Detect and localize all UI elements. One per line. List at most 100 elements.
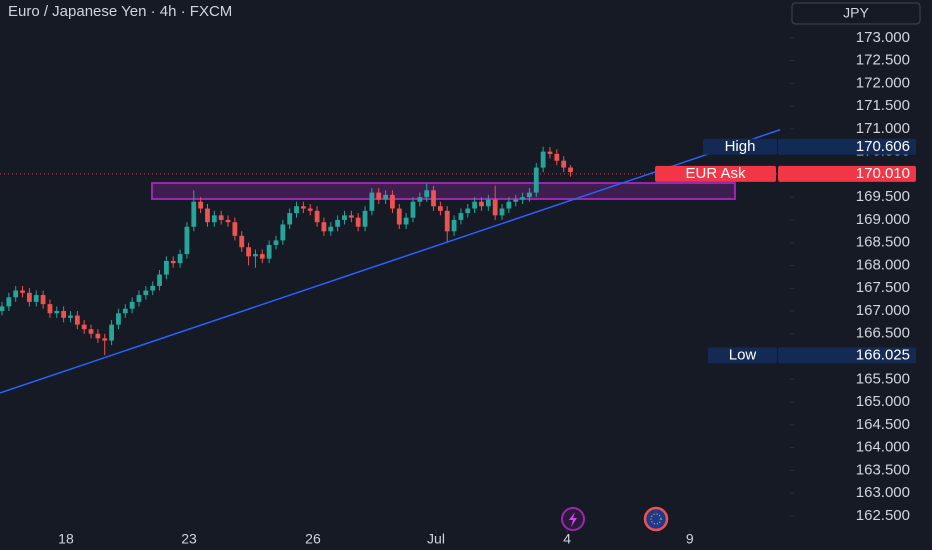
x-tick-label: 18 [58, 531, 74, 547]
candle-body [47, 304, 53, 314]
y-tick-label: 173.000 [856, 29, 910, 46]
y-tick-label: 172.500 [856, 52, 910, 69]
y-tick-label: 168.500 [856, 234, 910, 251]
y-tick-label: 171.000 [856, 120, 910, 137]
x-tick-label: 9 [686, 531, 694, 547]
candle-body [348, 215, 354, 218]
event-icon[interactable] [643, 506, 669, 532]
candle-body [355, 217, 361, 227]
y-tick-label: 167.000 [856, 302, 910, 319]
y-tick-label: 163.500 [856, 461, 910, 478]
tag-label-box [708, 347, 777, 364]
candle-body [116, 313, 121, 325]
candle-body [458, 213, 464, 220]
candle-body [157, 274, 162, 286]
candle-body [150, 285, 156, 291]
candle-body [451, 219, 457, 232]
candle-body [170, 260, 176, 264]
lightning [569, 512, 577, 527]
candle-body [6, 297, 12, 307]
candle-body [163, 260, 169, 275]
candle-body [479, 201, 484, 207]
currency-box[interactable] [791, 2, 921, 25]
candle-body [410, 201, 416, 218]
candle-body [300, 206, 306, 209]
x-tick-label: 23 [181, 531, 197, 547]
candle-body [40, 295, 46, 305]
candle-body [266, 244, 272, 259]
candle-body [239, 235, 245, 248]
y-tick-label: 162.500 [856, 507, 910, 524]
candle-body [136, 295, 142, 302]
candle-body [527, 192, 532, 198]
tag-value: 166.025 [856, 346, 910, 363]
currency[interactable]: JPY [843, 5, 869, 21]
y-tick-label: 163.000 [856, 484, 910, 501]
candle-body [54, 310, 60, 314]
candle-body [218, 215, 224, 220]
resistance-zone [150, 182, 736, 200]
candle-body [81, 324, 87, 330]
y-tick-label: 166.500 [856, 325, 910, 342]
candle-body [328, 226, 334, 232]
tag-value: 170.010 [856, 165, 910, 182]
candle-body [294, 206, 299, 214]
tag-value-box [778, 347, 916, 364]
event-icons [561, 506, 669, 532]
candle-body [376, 192, 382, 200]
candle-body [225, 219, 231, 223]
candle-body [61, 310, 67, 318]
candle-body [431, 190, 436, 207]
flag [650, 513, 662, 525]
candle-body [390, 194, 395, 209]
tag-value-box [778, 165, 916, 182]
y-tick-label: 171.500 [856, 97, 910, 114]
y-tick-label: 172.000 [856, 74, 910, 91]
candle-body [143, 290, 149, 296]
candle-body [554, 153, 560, 161]
tag-label: Low [729, 346, 757, 363]
y-tick-label: 169.000 [856, 211, 910, 228]
y-tick-label: 167.500 [856, 279, 910, 296]
candle-body [184, 226, 190, 255]
candle-body [273, 240, 279, 245]
candle-body [485, 199, 491, 207]
candle-body [26, 292, 32, 302]
candle-body [520, 197, 525, 200]
candle-body [383, 194, 388, 200]
candle-body [437, 206, 443, 211]
candle-body [417, 197, 423, 202]
y-tick-label: 165.000 [856, 393, 910, 410]
candle-body [122, 308, 128, 314]
candle-body [506, 201, 512, 209]
y-tick-label: 169.500 [856, 188, 910, 205]
candle-body [109, 324, 114, 341]
candle-body [403, 217, 409, 225]
candle-body [472, 201, 478, 209]
candle-body [191, 201, 197, 227]
candle-body [33, 295, 39, 302]
candle-body [396, 208, 402, 225]
candle-body [465, 208, 471, 214]
candle-body [499, 208, 505, 216]
y-tick-label: 164.000 [856, 439, 910, 456]
tag-value: 170.606 [856, 138, 910, 155]
tag-label: EUR Ask [685, 165, 746, 182]
chart-title: Euro / Japanese Yen · 4h · FXCM [8, 3, 232, 20]
candle-body [533, 167, 539, 193]
candle-body [177, 254, 183, 264]
candle-body [561, 160, 567, 168]
trend-line [0, 129, 781, 394]
candle-body [13, 290, 19, 298]
candle-body [198, 201, 204, 209]
candle-body [259, 254, 265, 259]
candle-body [314, 210, 320, 223]
candle-body [95, 333, 101, 339]
y-tick-label: 168.000 [856, 256, 910, 273]
y-tick-label: 165.500 [856, 370, 910, 387]
candle-body [102, 338, 108, 341]
candle-body [88, 329, 94, 334]
candle-body [20, 290, 25, 293]
